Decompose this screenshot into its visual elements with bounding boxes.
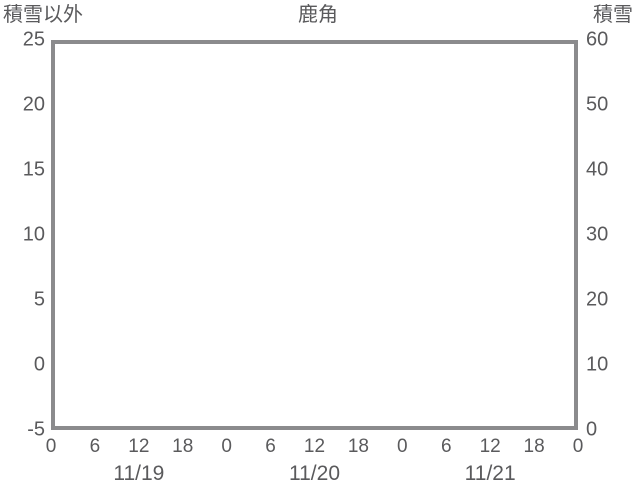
x-tick-label: 18 <box>523 436 545 457</box>
right-tick-label: 60 <box>586 28 609 51</box>
x-tick-label: 12 <box>479 436 501 457</box>
right-tick-label: 0 <box>586 418 598 441</box>
x-date-label: 11/21 <box>464 462 516 485</box>
left-tick-label: 20 <box>22 93 45 116</box>
x-tick-label: 0 <box>221 436 232 457</box>
plot-area <box>51 40 578 430</box>
right-tick-label: 20 <box>586 288 609 311</box>
left-tick-label: 0 <box>33 353 45 376</box>
left-tick-label: -5 <box>27 418 45 441</box>
right-tick-label: 50 <box>586 93 609 116</box>
x-tick-label: 12 <box>303 436 326 457</box>
x-tick-label: 18 <box>347 436 369 457</box>
x-tick-label: 18 <box>172 436 194 457</box>
page-title: 鹿角 <box>298 4 338 26</box>
x-tick-label: 6 <box>440 436 452 457</box>
right-tick-label: 30 <box>586 223 609 246</box>
x-tick-label: 6 <box>89 436 101 457</box>
right-axis-title: 積雪 <box>593 4 633 26</box>
left-axis-title: 積雪以外 <box>3 4 83 26</box>
left-tick-label: 5 <box>33 288 45 311</box>
x-tick-label: 0 <box>572 436 584 457</box>
left-tick-label: 25 <box>22 28 45 51</box>
left-tick-label: 15 <box>22 158 45 181</box>
right-tick-label: 10 <box>586 353 609 376</box>
x-tick-label: 0 <box>397 436 408 457</box>
right-tick-label: 40 <box>586 158 609 181</box>
x-tick-label: 0 <box>45 436 57 457</box>
plot-frame <box>51 40 578 430</box>
x-date-label: 11/19 <box>113 462 165 485</box>
x-tick-label: 6 <box>265 436 276 457</box>
left-tick-label: 10 <box>22 223 45 246</box>
x-date-label: 11/20 <box>289 462 340 485</box>
x-tick-label: 12 <box>128 436 150 457</box>
